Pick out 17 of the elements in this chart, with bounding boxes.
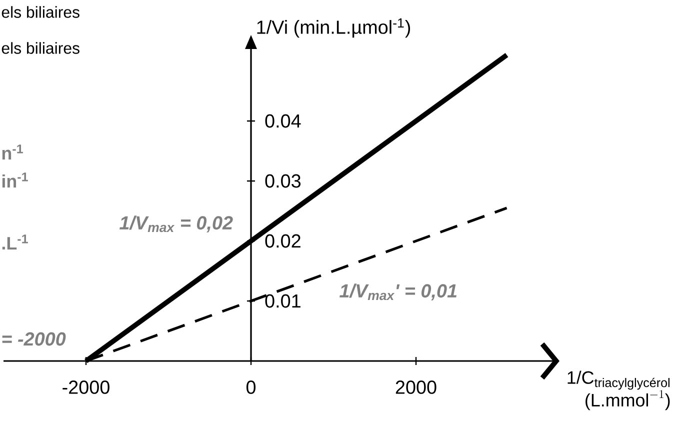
annotation: 1/V$_{max}$ = 0,02 — [120, 216, 233, 232]
y-tick-label: 0.02 — [265, 234, 300, 248]
annotation: .L$^{-1}$ — [2, 234, 28, 250]
annotation: n$^{-1}$ — [2, 144, 23, 160]
y-tick-label: 0.04 — [265, 114, 301, 128]
y-axis-title: 1/Vi (min.L.µmol$^{-1}$) — [257, 18, 410, 38]
annotation: els biliaires — [2, 42, 80, 54]
annotation: 1/V$_{max}$' = 0,01 — [340, 284, 457, 300]
y-tick-label: 0.01 — [265, 294, 300, 308]
x-axis-title: $\begin{array}{r}\text{1/C}_{\text{triacylglycérol}}\\ \text{(L.mmol}^{-1}\text{)}\end{array}$ — [568, 370, 670, 410]
x-tick-label: 2000 — [396, 380, 436, 394]
x-tick-label: -2000 — [62, 380, 110, 394]
text: els biliaires — [2, 6, 80, 18]
y-tick-label: 0.03 — [265, 174, 301, 188]
annotation: = -2000 — [2, 332, 66, 346]
annotation: in$^{-1}$ — [2, 172, 28, 188]
x-tick-label: 0 — [246, 380, 256, 394]
